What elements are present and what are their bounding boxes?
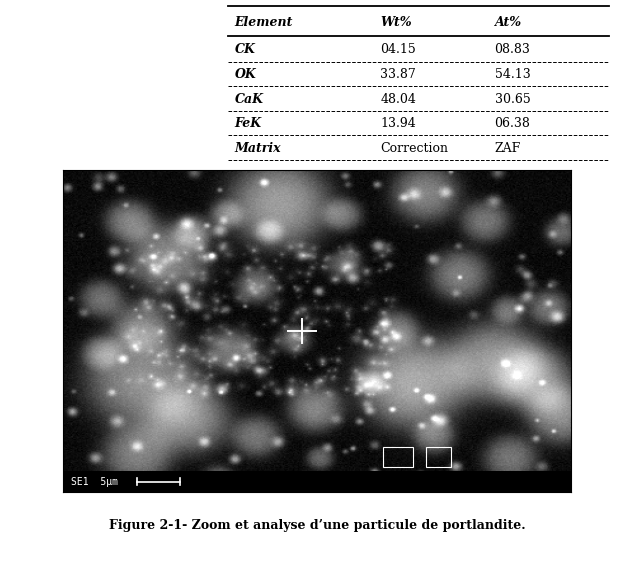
- Text: 54.13: 54.13: [495, 68, 530, 81]
- Text: CaK: CaK: [235, 93, 264, 106]
- Text: Figure 2-1- Zoom et analyse d’une particule de portlandite.: Figure 2-1- Zoom et analyse d’une partic…: [108, 519, 526, 531]
- Text: SE1  5μm: SE1 5μm: [71, 477, 118, 487]
- Text: 13.94: 13.94: [380, 117, 416, 130]
- Text: CK: CK: [235, 44, 256, 57]
- Text: 48.04: 48.04: [380, 93, 417, 106]
- Text: 33.87: 33.87: [380, 68, 416, 81]
- Text: ZAF: ZAF: [495, 142, 521, 155]
- Bar: [383, 447, 413, 466]
- Text: OK: OK: [235, 68, 256, 81]
- Text: FeK: FeK: [235, 117, 262, 130]
- Bar: [426, 447, 451, 466]
- Text: 30.65: 30.65: [495, 93, 530, 106]
- Bar: [63, 471, 571, 492]
- Text: Correction: Correction: [380, 142, 448, 155]
- Text: 08.83: 08.83: [495, 44, 531, 57]
- Text: Matrix: Matrix: [235, 142, 281, 155]
- Text: Element: Element: [235, 16, 293, 29]
- Text: At%: At%: [495, 16, 522, 29]
- Text: 06.38: 06.38: [495, 117, 531, 130]
- Text: 04.15: 04.15: [380, 44, 416, 57]
- Text: Wt%: Wt%: [380, 16, 412, 29]
